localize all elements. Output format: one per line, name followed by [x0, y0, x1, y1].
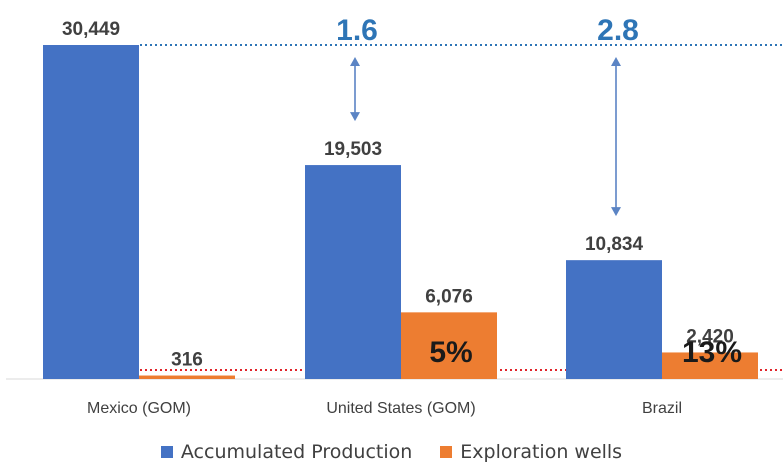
- bar-accumulated-production-united-states: [305, 165, 401, 379]
- double-arrow-brazil: [611, 57, 621, 217]
- bar-accumulated-production-brazil: [566, 260, 662, 379]
- data-label-accumulated-production-brazil: 10,834: [585, 234, 644, 255]
- legend: Accumulated Production Exploration wells: [0, 441, 783, 463]
- double-arrow-united-states: [350, 57, 360, 122]
- arrow-head-up: [611, 57, 621, 66]
- data-label-accumulated-production-mexico: 30,449: [62, 19, 120, 40]
- legend-item-accumulated-production: Accumulated Production: [160, 441, 413, 463]
- data-label-exploration-wells-brazil: 2,420: [686, 326, 734, 347]
- legend-label-exploration-wells: Exploration wells: [460, 441, 623, 463]
- bar-exploration-wells-mexico: [139, 375, 235, 379]
- ratio-label-brazil: 2.8: [597, 14, 639, 47]
- arrow-head-down: [350, 112, 360, 122]
- category-label-brazil: Brazil: [642, 400, 682, 417]
- arrow-head-up: [350, 57, 360, 66]
- category-label-united-states: United States (GOM): [326, 400, 475, 417]
- category-label-mexico: Mexico (GOM): [87, 400, 191, 417]
- data-label-exploration-wells-mexico: 316: [171, 350, 203, 371]
- data-label-accumulated-production-united-states: 19,503: [324, 139, 382, 160]
- percent-label-united-states: 5%: [429, 336, 472, 369]
- legend-item-exploration-wells: Exploration wells: [440, 441, 622, 463]
- legend-swatch-accumulated-production: [160, 446, 173, 458]
- ratio-label-united-states: 1.6: [336, 14, 378, 47]
- percent-label-brazil: 13%: [682, 336, 742, 369]
- bar-exploration-wells-united-states: [401, 312, 497, 379]
- bar-exploration-wells-brazil: [662, 352, 758, 379]
- data-label-exploration-wells-united-states: 6,076: [425, 286, 473, 307]
- bar-accumulated-production-mexico: [43, 45, 139, 379]
- bar-chart: 30,449 19,503 10,834 316 6,076 2,420 Mex…: [6, 14, 783, 417]
- legend-label-accumulated-production: Accumulated Production: [180, 441, 413, 463]
- arrow-head-down: [611, 207, 621, 217]
- legend-swatch-exploration-wells: [440, 446, 453, 458]
